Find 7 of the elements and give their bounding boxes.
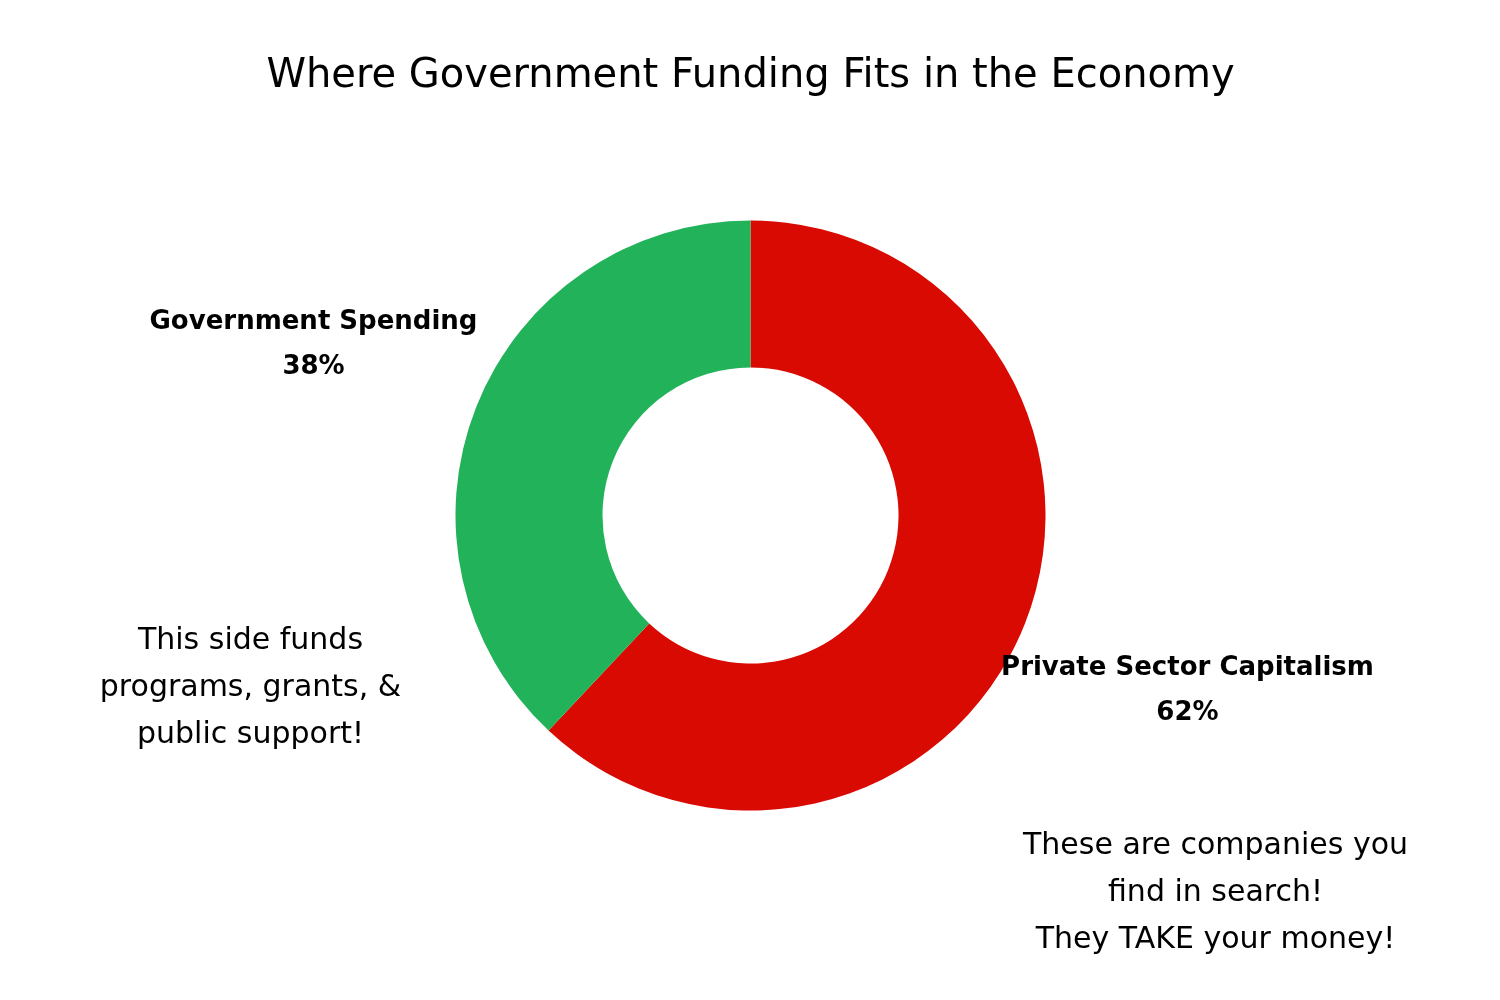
slice-label: Private Sector Capitalism xyxy=(1001,651,1374,682)
data-label: 62% xyxy=(1156,696,1219,727)
slice-label: Government Spending xyxy=(149,304,478,335)
data-label: 38% xyxy=(282,349,345,380)
chart-title: Where Government Funding Fits in the Economy xyxy=(266,49,1235,96)
text: These are companies you find in search! They TAKE your money! xyxy=(1021,825,1409,956)
text: This side funds programs, grants, & public support! xyxy=(99,620,402,751)
